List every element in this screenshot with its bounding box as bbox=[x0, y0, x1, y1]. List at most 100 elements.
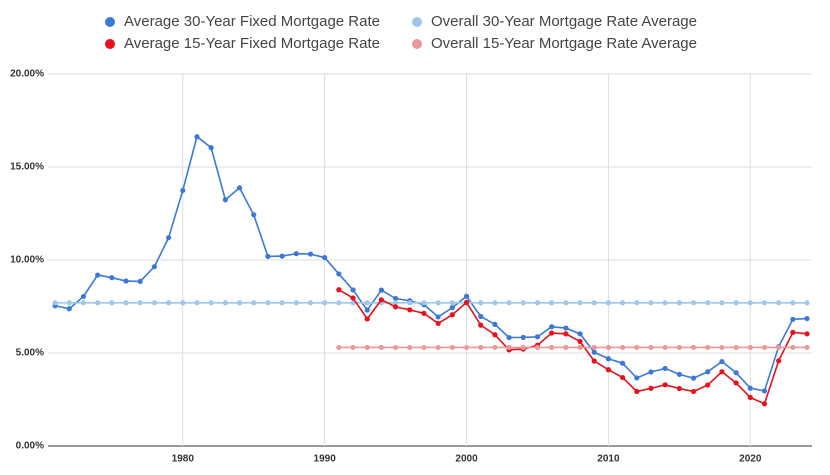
y-tick-label: 5.00% bbox=[16, 348, 44, 359]
data-point bbox=[180, 300, 186, 306]
data-point bbox=[435, 314, 441, 320]
data-point bbox=[619, 344, 626, 351]
data-point bbox=[520, 334, 526, 340]
data-point bbox=[109, 275, 115, 281]
data-point bbox=[251, 300, 257, 306]
data-point bbox=[591, 358, 597, 364]
data-point bbox=[648, 344, 654, 351]
data-point bbox=[605, 356, 612, 362]
data-point bbox=[776, 344, 782, 351]
data-point bbox=[690, 300, 697, 306]
data-point bbox=[463, 293, 470, 299]
data-point bbox=[563, 344, 569, 351]
data-point bbox=[378, 344, 385, 351]
data-point bbox=[392, 300, 399, 306]
x-tick-label: 2000 bbox=[455, 454, 478, 465]
data-point bbox=[137, 300, 143, 306]
data-point bbox=[478, 300, 484, 306]
data-point bbox=[151, 264, 158, 270]
data-point bbox=[605, 300, 612, 306]
data-point bbox=[322, 254, 328, 261]
data-point bbox=[506, 300, 512, 306]
data-point bbox=[733, 370, 739, 376]
data-point bbox=[208, 300, 214, 306]
data-point bbox=[804, 315, 810, 322]
data-point bbox=[378, 297, 385, 303]
data-point bbox=[549, 324, 555, 330]
data-point bbox=[364, 307, 370, 313]
data-point bbox=[790, 300, 796, 306]
data-point bbox=[165, 235, 172, 241]
data-point bbox=[449, 312, 455, 318]
data-point bbox=[478, 344, 484, 351]
data-point bbox=[705, 300, 711, 306]
data-point bbox=[605, 367, 612, 373]
data-point bbox=[350, 295, 356, 301]
data-point bbox=[549, 344, 555, 351]
data-point bbox=[634, 300, 640, 306]
data-point bbox=[790, 316, 796, 322]
data-point bbox=[350, 287, 356, 293]
data-point bbox=[619, 374, 626, 381]
data-point bbox=[577, 338, 583, 345]
data-point bbox=[563, 300, 569, 306]
y-tick-label: 10.00% bbox=[10, 255, 44, 266]
y-tick-label: 15.00% bbox=[10, 162, 44, 173]
data-point bbox=[492, 321, 498, 327]
x-tick-label: 1990 bbox=[314, 454, 337, 465]
data-point bbox=[492, 332, 498, 338]
data-point bbox=[350, 300, 356, 306]
data-point bbox=[208, 145, 214, 151]
legend-label: Overall 30-Year Mortgage Rate Average bbox=[431, 13, 697, 30]
data-point bbox=[478, 313, 484, 319]
data-point bbox=[676, 344, 682, 351]
legend-marker bbox=[412, 39, 422, 49]
data-point bbox=[634, 344, 640, 351]
data-point bbox=[322, 300, 328, 306]
data-point bbox=[534, 344, 541, 351]
data-point bbox=[449, 305, 455, 311]
data-point bbox=[350, 344, 356, 351]
data-point bbox=[747, 344, 753, 351]
data-point bbox=[605, 344, 612, 351]
data-point bbox=[761, 401, 768, 407]
data-point bbox=[95, 300, 101, 306]
data-point bbox=[279, 300, 285, 306]
data-point bbox=[549, 330, 555, 336]
data-point bbox=[534, 334, 541, 340]
legend-marker bbox=[105, 39, 115, 49]
data-point bbox=[520, 300, 526, 306]
data-point bbox=[790, 344, 796, 351]
data-point bbox=[492, 344, 498, 351]
data-point bbox=[776, 358, 782, 364]
data-point bbox=[137, 278, 143, 284]
legend-label: Average 30-Year Fixed Mortgage Rate bbox=[124, 13, 380, 30]
data-point bbox=[364, 300, 370, 306]
data-point bbox=[307, 251, 314, 257]
data-point bbox=[761, 300, 768, 306]
data-point bbox=[463, 344, 470, 351]
data-point bbox=[435, 320, 441, 327]
data-point bbox=[165, 300, 172, 306]
data-point bbox=[421, 300, 427, 306]
data-point bbox=[449, 300, 455, 306]
data-point bbox=[705, 369, 711, 375]
data-point bbox=[776, 300, 782, 306]
data-point bbox=[733, 380, 739, 386]
data-point bbox=[392, 304, 399, 310]
data-point bbox=[747, 385, 753, 391]
data-point bbox=[591, 344, 597, 351]
data-point bbox=[719, 344, 725, 351]
data-point bbox=[293, 251, 299, 257]
data-point bbox=[392, 344, 399, 351]
legend-label: Average 15-Year Fixed Mortgage Rate bbox=[124, 35, 380, 52]
data-point bbox=[80, 293, 87, 300]
data-point bbox=[506, 344, 512, 351]
series-line bbox=[338, 289, 808, 405]
data-point bbox=[577, 331, 583, 337]
data-point bbox=[662, 344, 668, 351]
legend-label: Overall 15-Year Mortgage Rate Average bbox=[431, 35, 697, 52]
data-point bbox=[123, 300, 129, 306]
data-point bbox=[66, 300, 72, 306]
data-point bbox=[733, 300, 739, 306]
